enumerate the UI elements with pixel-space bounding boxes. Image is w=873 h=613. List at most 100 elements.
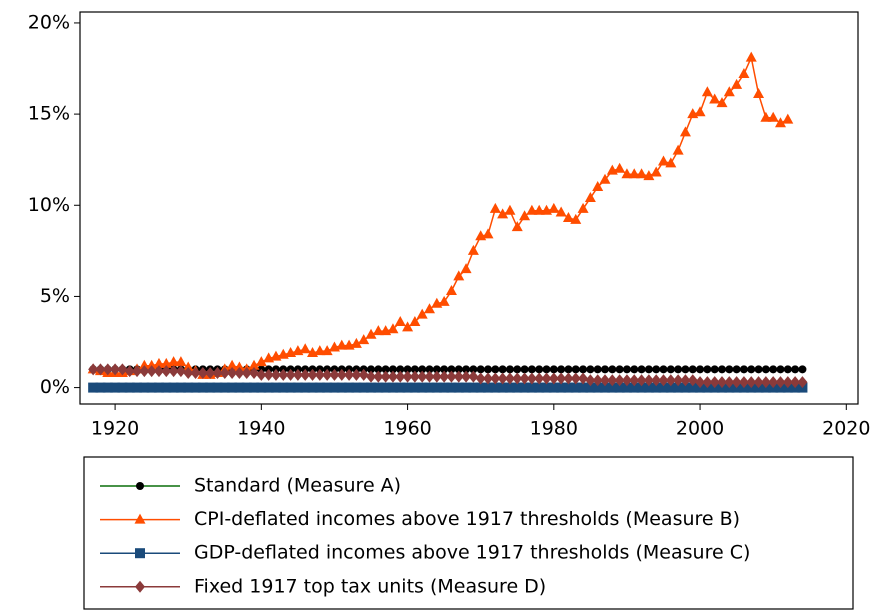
marker xyxy=(680,382,691,393)
marker xyxy=(402,370,413,383)
marker xyxy=(483,382,494,393)
marker xyxy=(102,363,113,376)
y-tick-label: 15% xyxy=(28,103,70,125)
marker xyxy=(783,365,792,374)
marker xyxy=(278,368,289,381)
marker xyxy=(534,372,545,385)
marker xyxy=(409,370,420,383)
marker xyxy=(367,365,376,374)
marker xyxy=(659,365,668,374)
y-tick-label: 0% xyxy=(40,376,70,398)
marker xyxy=(673,382,684,393)
y-tick-label: 20% xyxy=(28,11,70,33)
marker xyxy=(614,162,626,173)
legend-label: Fixed 1917 top tax units (Measure D) xyxy=(194,575,546,597)
marker xyxy=(702,376,713,389)
marker xyxy=(431,370,442,383)
marker xyxy=(314,368,325,381)
marker xyxy=(701,86,713,97)
marker xyxy=(153,365,164,378)
marker xyxy=(190,382,201,393)
marker xyxy=(658,382,669,393)
marker xyxy=(467,244,479,255)
marker xyxy=(447,365,456,374)
marker xyxy=(519,382,530,393)
marker xyxy=(117,363,128,376)
marker xyxy=(563,382,574,393)
marker xyxy=(227,367,238,380)
marker xyxy=(738,67,750,78)
marker xyxy=(438,295,450,306)
marker xyxy=(571,365,580,374)
marker xyxy=(665,382,676,393)
marker xyxy=(710,365,719,374)
marker xyxy=(584,191,596,202)
marker xyxy=(615,365,624,374)
marker xyxy=(754,365,763,374)
marker xyxy=(95,363,106,376)
marker xyxy=(512,382,523,393)
marker xyxy=(791,365,800,374)
marker xyxy=(482,228,494,239)
marker xyxy=(579,365,588,374)
marker xyxy=(652,365,661,374)
marker xyxy=(563,372,574,385)
marker xyxy=(483,372,494,385)
marker xyxy=(336,339,348,350)
marker xyxy=(417,382,428,393)
marker xyxy=(285,368,296,381)
marker xyxy=(110,363,121,376)
marker xyxy=(102,382,113,393)
marker xyxy=(358,334,370,345)
marker xyxy=(541,382,552,393)
marker xyxy=(586,365,595,374)
marker xyxy=(490,372,501,385)
marker xyxy=(717,365,726,374)
marker xyxy=(534,382,545,393)
marker xyxy=(679,126,691,137)
marker xyxy=(197,367,208,380)
marker xyxy=(674,365,683,374)
marker xyxy=(292,382,303,393)
marker xyxy=(607,382,618,393)
marker xyxy=(497,372,508,385)
marker xyxy=(387,370,398,383)
marker xyxy=(798,365,807,374)
y-tick-label: 5% xyxy=(40,285,70,307)
marker xyxy=(424,303,436,314)
marker xyxy=(440,365,449,374)
marker xyxy=(409,382,420,393)
marker xyxy=(578,372,589,385)
marker xyxy=(760,111,772,122)
marker xyxy=(424,370,435,383)
marker xyxy=(146,365,157,378)
legend-label: GDP-deflated incomes above 1917 threshol… xyxy=(194,542,750,564)
marker xyxy=(512,372,523,385)
marker xyxy=(556,382,567,393)
marker xyxy=(687,374,698,387)
marker xyxy=(673,374,684,387)
marker xyxy=(687,382,698,393)
marker xyxy=(161,382,172,393)
marker xyxy=(696,365,705,374)
marker xyxy=(725,365,734,374)
marker xyxy=(270,368,281,381)
marker xyxy=(621,168,633,179)
marker xyxy=(491,365,500,374)
marker xyxy=(629,382,640,393)
marker xyxy=(636,168,648,179)
marker xyxy=(387,323,399,334)
marker xyxy=(475,382,486,393)
marker xyxy=(373,382,384,393)
marker xyxy=(453,370,464,383)
marker xyxy=(513,365,522,374)
series-line xyxy=(92,55,789,376)
marker xyxy=(716,97,728,108)
marker xyxy=(183,367,194,380)
marker xyxy=(608,365,617,374)
marker xyxy=(182,361,194,372)
marker xyxy=(387,382,398,393)
marker xyxy=(643,374,654,387)
marker xyxy=(432,365,441,374)
